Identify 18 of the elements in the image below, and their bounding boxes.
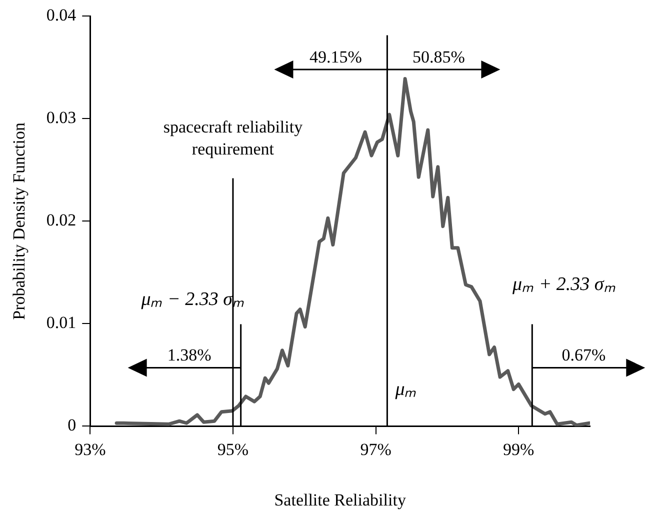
y-tick-label: 0.02: [46, 210, 76, 230]
y-tick-label: 0: [68, 416, 76, 435]
ref-line-label: μₘ + 2.33 σₘ: [512, 274, 616, 295]
annotation: 1.38%: [167, 346, 212, 365]
ref-line-label: spacecraft reliability requirement: [163, 117, 304, 158]
annotation: 50.85%: [412, 47, 465, 66]
x-axis-title: Satellite Reliability: [274, 490, 406, 510]
y-axis-title: Probability Density Function: [10, 122, 29, 320]
annotation: 0.67%: [562, 346, 606, 365]
x-tick-label: 95%: [217, 440, 249, 459]
x-tick-label: 99%: [503, 440, 534, 459]
y-tick-label: 0.03: [46, 108, 76, 128]
x-tick-label: 93%: [74, 440, 106, 459]
annotation: 49.15%: [309, 47, 362, 66]
ref-line-label: μₘ: [394, 379, 417, 400]
y-tick-label: 0.04: [46, 6, 77, 25]
y-tick-label: 0.01: [46, 313, 76, 332]
x-tick-label: 97%: [360, 440, 392, 459]
